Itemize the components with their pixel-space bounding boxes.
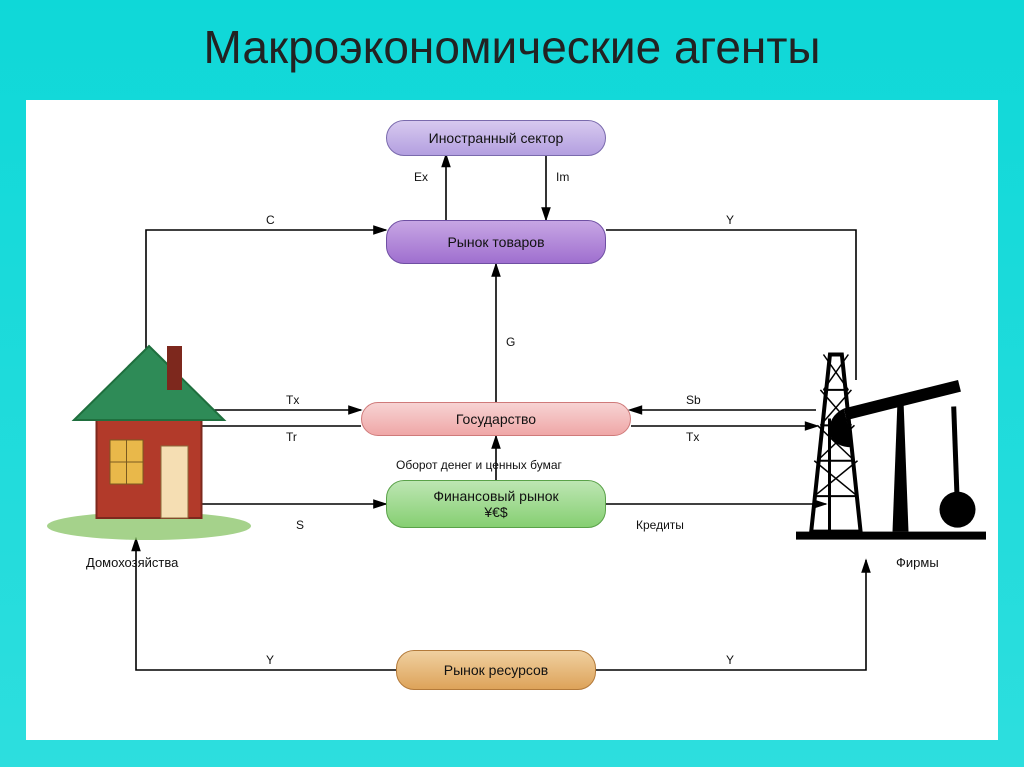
node-resources-market: Рынок ресурсов: [396, 650, 596, 690]
edge-label-Tr: Tr: [286, 430, 297, 444]
edge-label-Ex: Ex: [414, 170, 428, 184]
node-state: Государство: [361, 402, 631, 436]
edge-label-Y3: Y: [726, 653, 734, 667]
node-goods-market: Рынок товаров: [386, 220, 606, 264]
edge-label-Y1: Y: [726, 213, 734, 227]
edge-label-Sb: Sb: [686, 393, 701, 407]
edge-label-Tx2: Tx: [686, 430, 699, 444]
edge-label-turnover: Оборот денег и ценных бумаг: [396, 458, 562, 472]
node-label: Государство: [456, 411, 536, 427]
node-label: Рынок товаров: [447, 234, 544, 250]
node-label: Финансовый рынок ¥€$: [433, 488, 558, 520]
label-firms: Фирмы: [896, 555, 939, 570]
node-label: Рынок ресурсов: [444, 662, 549, 678]
diagram-canvas: Иностранный сектор Рынок товаров Государ…: [26, 100, 998, 740]
edge-label-credits: Кредиты: [636, 518, 684, 532]
edge-label-Tx1: Tx: [286, 393, 299, 407]
edge-label-Y2: Y: [266, 653, 274, 667]
edge-label-Im: Im: [556, 170, 569, 184]
page: Макроэкономические агенты Иностранный се…: [0, 0, 1024, 767]
label-households: Домохозяйства: [86, 555, 178, 570]
edge-label-C: C: [266, 213, 275, 227]
node-foreign-sector: Иностранный сектор: [386, 120, 606, 156]
node-financial-market: Финансовый рынок ¥€$: [386, 480, 606, 528]
edge-label-G: G: [506, 335, 515, 349]
node-label: Иностранный сектор: [429, 130, 564, 146]
edge-label-S: S: [296, 518, 304, 532]
page-title: Макроэкономические агенты: [0, 20, 1024, 74]
